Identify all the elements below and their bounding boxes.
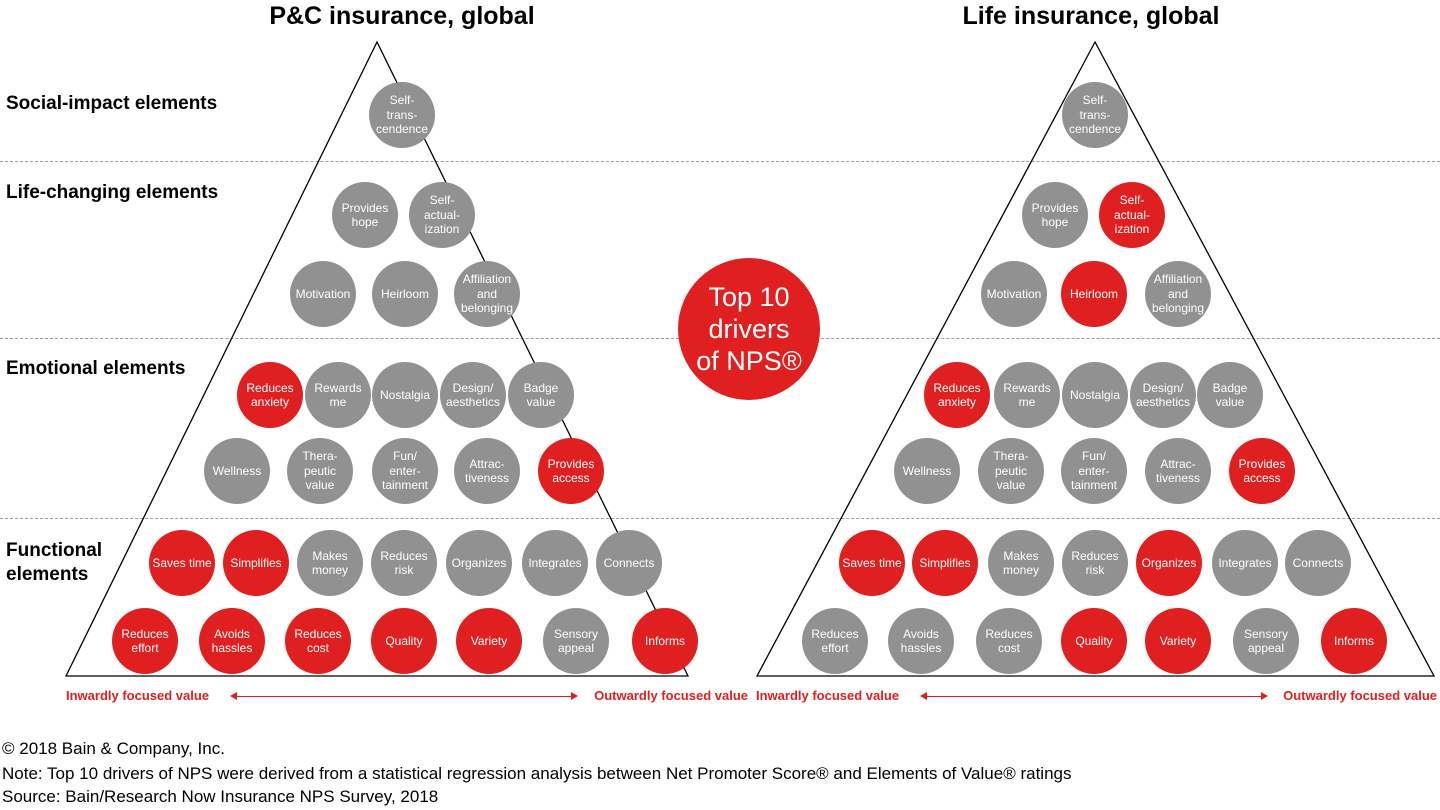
element-circle: Saves time [149, 530, 215, 596]
element-circle: Self- trans- cendence [369, 82, 435, 148]
element-circle: Organizes [446, 530, 512, 596]
element-circle: Heirloom [1061, 261, 1127, 327]
element-circle: Affiliation and belonging [454, 261, 520, 327]
arrow-right-icon [1261, 692, 1268, 700]
value-axis-life: Inwardly focused value Outwardly focused… [756, 688, 1437, 706]
element-circle: Connects [1285, 530, 1351, 596]
element-circle: Design/ aesthetics [440, 362, 506, 428]
tier-label-functional: Functional elements [6, 540, 103, 585]
element-circle: Provides access [1229, 438, 1295, 504]
element-circle: Simplifies [223, 530, 289, 596]
element-circle: Self- actual- ization [1099, 182, 1165, 248]
element-circle: Self- trans- cendence [1062, 82, 1128, 148]
top10-badge: Top 10 drivers of NPS® [678, 258, 820, 400]
arrow-right-icon [571, 692, 578, 700]
element-circle: Motivation [981, 261, 1047, 327]
element-circle: Thera- peutic value [287, 438, 353, 504]
element-circle: Badge value [508, 362, 574, 428]
element-circle: Reduces risk [371, 530, 437, 596]
element-circle: Rewards me [305, 362, 371, 428]
element-circle: Makes money [988, 530, 1054, 596]
element-circle: Informs [632, 608, 698, 674]
element-circle: Design/ aesthetics [1130, 362, 1196, 428]
element-circle: Fun/ enter- tainment [372, 438, 438, 504]
element-circle: Reduces cost [285, 608, 351, 674]
element-circle: Organizes [1136, 530, 1202, 596]
element-circle: Reduces risk [1062, 530, 1128, 596]
element-circle: Integrates [522, 530, 588, 596]
element-circle: Provides access [538, 438, 604, 504]
element-circle: Nostalgia [1062, 362, 1128, 428]
element-circle: Wellness [204, 438, 270, 504]
axis-label-outward: Outwardly focused value [594, 688, 748, 703]
element-circle: Affiliation and belonging [1145, 261, 1211, 327]
element-circle: Reduces anxiety [924, 362, 990, 428]
element-circle: Motivation [290, 261, 356, 327]
element-circle: Provides hope [332, 182, 398, 248]
tier-label-life-changing: Life-changing elements [6, 182, 219, 203]
element-circle: Informs [1321, 608, 1387, 674]
axis-label-inward: Inwardly focused value [756, 688, 900, 703]
element-circle: Quality [371, 608, 437, 674]
element-circle: Quality [1061, 608, 1127, 674]
axis-label-inward: Inwardly focused value [66, 688, 210, 703]
value-axis-pc: Inwardly focused value Outwardly focused… [66, 688, 748, 706]
element-circle: Sensory appeal [543, 608, 609, 674]
element-circle: Self- actual- ization [409, 182, 475, 248]
axis-line [236, 696, 572, 697]
axis-label-outward: Outwardly focused value [1283, 688, 1437, 703]
tier-label-emotional: Emotional elements [6, 358, 186, 379]
pyramid-title-pc: P&C insurance, global [269, 2, 535, 30]
tier-label-social-impact: Social-impact elements [6, 93, 218, 114]
footer-note: Note: Top 10 drivers of NPS were derived… [2, 764, 1072, 783]
element-circle: Saves time [839, 530, 905, 596]
element-circle: Avoids hassles [199, 608, 265, 674]
element-circle: Avoids hassles [888, 608, 954, 674]
element-circle: Fun/ enter- tainment [1061, 438, 1127, 504]
tier-divider [0, 161, 1440, 162]
element-circle: Attrac- tiveness [1145, 438, 1211, 504]
element-circle: Variety [1145, 608, 1211, 674]
element-circle: Variety [456, 608, 522, 674]
element-circle: Sensory appeal [1233, 608, 1299, 674]
element-circle: Makes money [297, 530, 363, 596]
element-circle: Badge value [1197, 362, 1263, 428]
footer-source: Source: Bain/Research Now Insurance NPS … [2, 787, 439, 806]
element-circle: Thera- peutic value [978, 438, 1044, 504]
element-circle: Attrac- tiveness [454, 438, 520, 504]
element-circle: Rewards me [994, 362, 1060, 428]
element-circle: Reduces effort [112, 608, 178, 674]
tier-divider [0, 518, 1440, 519]
element-circle: Wellness [894, 438, 960, 504]
element-circle: Reduces cost [976, 608, 1042, 674]
pyramid-outline-pc [64, 40, 690, 677]
element-circle: Reduces anxiety [237, 362, 303, 428]
element-circle: Connects [596, 530, 662, 596]
arrow-left-icon [920, 692, 927, 700]
element-circle: Nostalgia [372, 362, 438, 428]
element-circle: Provides hope [1022, 182, 1088, 248]
pyramid-title-life: Life insurance, global [962, 2, 1220, 30]
element-circle: Simplifies [912, 530, 978, 596]
element-circle: Integrates [1212, 530, 1278, 596]
pyramid-outline-life [755, 40, 1436, 677]
element-circle: Reduces effort [802, 608, 868, 674]
arrow-left-icon [230, 692, 237, 700]
element-circle: Heirloom [372, 261, 438, 327]
footer-copyright: © 2018 Bain & Company, Inc. [2, 739, 225, 758]
axis-line [926, 696, 1262, 697]
